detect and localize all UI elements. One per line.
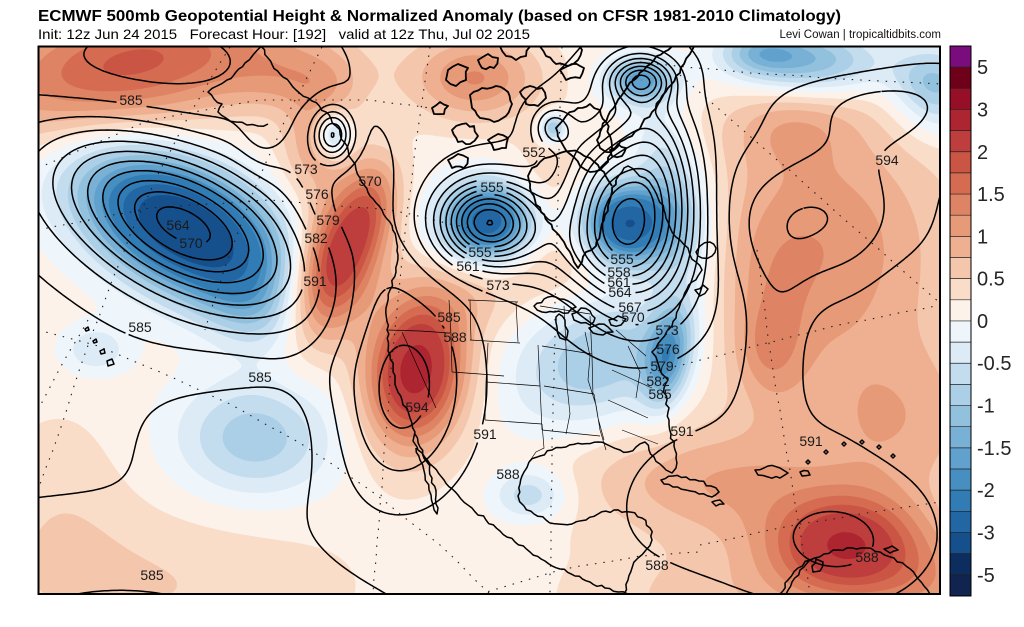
svg-text:-2: -2 (977, 480, 995, 502)
svg-text:-1: -1 (977, 396, 995, 418)
svg-text:558: 558 (607, 264, 631, 280)
svg-text:582: 582 (646, 373, 670, 389)
svg-text:1.5: 1.5 (977, 184, 1005, 206)
svg-text:573: 573 (486, 277, 510, 293)
svg-text:570: 570 (179, 235, 203, 251)
svg-text:585: 585 (437, 309, 461, 325)
svg-text:588: 588 (496, 466, 520, 482)
svg-text:582: 582 (304, 230, 328, 246)
svg-text:585: 585 (648, 386, 672, 402)
svg-text:588: 588 (645, 557, 669, 573)
svg-text:0.5: 0.5 (977, 269, 1005, 291)
svg-text:585: 585 (119, 92, 143, 108)
svg-text:-0.5: -0.5 (977, 353, 1011, 375)
svg-text:570: 570 (621, 309, 645, 325)
svg-text:561: 561 (607, 274, 631, 290)
svg-text:Init: 12z Jun 24 2015 Foreca: Init: 12z Jun 24 2015 Forecast Hour: [19… (38, 26, 530, 42)
svg-text:573: 573 (294, 161, 318, 177)
svg-text:594: 594 (875, 152, 899, 168)
svg-text:555: 555 (610, 251, 634, 267)
svg-text:Levi Cowan | tropicaltidbits.c: Levi Cowan | tropicaltidbits.com (780, 29, 942, 41)
svg-text:555: 555 (480, 179, 504, 195)
svg-text:579: 579 (316, 212, 340, 228)
svg-text:1: 1 (977, 226, 988, 248)
svg-text:576: 576 (656, 341, 680, 357)
svg-text:564: 564 (608, 284, 632, 300)
svg-text:567: 567 (618, 299, 642, 315)
svg-text:-1.5: -1.5 (977, 438, 1011, 460)
svg-text:-5: -5 (977, 565, 995, 587)
svg-text:588: 588 (855, 549, 879, 565)
svg-text:-3: -3 (977, 523, 995, 545)
svg-text:3: 3 (977, 99, 988, 121)
svg-text:576: 576 (305, 186, 329, 202)
svg-text:555: 555 (468, 244, 492, 260)
svg-text:579: 579 (650, 358, 674, 374)
svg-text:573: 573 (655, 322, 679, 338)
svg-text:594: 594 (405, 399, 429, 415)
svg-text:585: 585 (140, 567, 164, 583)
svg-text:585: 585 (248, 369, 272, 385)
svg-text:552: 552 (522, 144, 546, 160)
svg-text:585: 585 (128, 319, 152, 335)
svg-text:0: 0 (977, 311, 988, 333)
svg-text:591: 591 (473, 426, 497, 442)
svg-text:2: 2 (977, 142, 988, 164)
svg-text:588: 588 (443, 329, 467, 345)
svg-text:591: 591 (670, 423, 694, 439)
svg-text:591: 591 (303, 273, 327, 289)
svg-text:564: 564 (166, 217, 190, 233)
svg-text:591: 591 (799, 433, 823, 449)
svg-text:561: 561 (456, 258, 480, 274)
svg-text:ECMWF 500mb Geopotential Heigh: ECMWF 500mb Geopotential Height & Normal… (38, 8, 841, 25)
svg-text:5: 5 (977, 57, 988, 79)
svg-text:570: 570 (358, 173, 382, 189)
